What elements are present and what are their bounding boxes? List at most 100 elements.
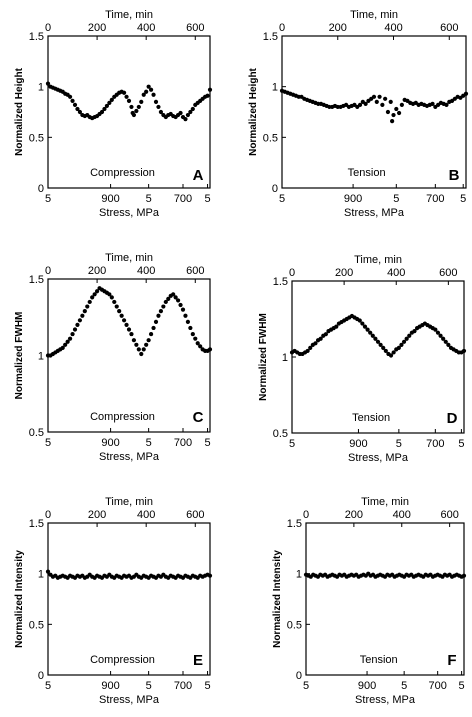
data-point (129, 331, 134, 337)
plot-frame (47, 278, 211, 433)
data-point (305, 348, 310, 354)
bottom-axis-title: Stress, MPa (99, 694, 160, 706)
data-point (139, 351, 144, 357)
data-point (362, 324, 368, 329)
data-point (207, 87, 213, 92)
y-tick-label: 0 (38, 670, 44, 682)
top-tick-label: 600 (186, 265, 204, 277)
data-point (190, 106, 195, 112)
data-point (207, 573, 213, 578)
data-point (153, 319, 159, 324)
bottom-tick-label: 700 (174, 680, 192, 692)
data-point (313, 341, 318, 346)
bottom-tick-label: 5 (204, 193, 210, 205)
condition-label: Tension (348, 167, 386, 179)
data-point (198, 344, 203, 349)
data-point (323, 332, 328, 337)
data-point (75, 106, 80, 112)
data-point (148, 331, 154, 337)
data-point (365, 327, 370, 332)
data-point (144, 342, 149, 347)
data-point (368, 330, 373, 335)
bottom-tick-label: 5 (460, 193, 466, 205)
data-point (441, 336, 446, 341)
data-point (388, 353, 394, 358)
data-point (141, 347, 146, 352)
data-point (146, 84, 151, 89)
y-axis-title: Normalized Height (14, 67, 25, 155)
top-tick-label: 400 (137, 265, 155, 277)
data-point (158, 309, 164, 314)
data-point (390, 119, 395, 124)
data-point (45, 569, 51, 574)
data-point (171, 292, 176, 297)
data-point (126, 98, 132, 103)
bottom-tick-label: 5 (146, 437, 152, 449)
data-point (70, 98, 75, 103)
y-tick-label: 1 (272, 82, 278, 94)
bottom-axis-title: Stress, MPa (348, 452, 409, 464)
data-point (77, 318, 83, 323)
y-tick-label: 1.5 (29, 518, 44, 530)
top-axis-title: Time, min (354, 254, 402, 266)
data-point (112, 299, 117, 305)
top-axis-title: Time, min (105, 496, 153, 508)
data-point (380, 102, 385, 108)
data-point (446, 342, 451, 347)
data-point (205, 93, 210, 98)
bottom-tick-label: 5 (459, 680, 465, 692)
bottom-tick-label: 5 (396, 438, 402, 450)
bottom-tick-label: 5 (204, 437, 210, 449)
top-tick-label: 600 (186, 509, 204, 521)
data-point (383, 96, 388, 101)
data-point (121, 318, 127, 323)
data-point (461, 348, 467, 354)
data-point (371, 94, 377, 99)
data-point (109, 295, 114, 300)
data-point (156, 313, 161, 318)
data-point (156, 104, 161, 110)
data-point (146, 338, 151, 343)
bottom-axis-title: Stress, MPa (344, 207, 405, 219)
bottom-tick-label: 700 (426, 193, 444, 205)
data-point (185, 112, 191, 118)
panel-letter: C (193, 409, 204, 426)
top-tick-label: 600 (440, 509, 458, 521)
data-point (107, 100, 112, 105)
bottom-tick-label: 900 (101, 193, 119, 205)
bottom-tick-label: 900 (349, 438, 367, 450)
data-point (407, 333, 412, 338)
panel-d: 0.5 1 1.50 200 400 600 Time, min 5 900 5 700 5 Stres… (258, 254, 467, 464)
data-point (404, 336, 409, 341)
bottom-tick-label: 700 (174, 437, 192, 449)
data-point (153, 99, 159, 104)
y-axis-title: Normalized Height (248, 67, 259, 155)
data-point (391, 350, 396, 355)
data-point (139, 99, 144, 104)
top-tick-label: 0 (303, 509, 309, 521)
data-point (195, 341, 200, 346)
bottom-axis-title: Stress, MPa (99, 207, 160, 219)
data-point (399, 102, 404, 108)
data-point (119, 313, 124, 318)
data-point (85, 304, 90, 309)
y-tick-label: 1.5 (29, 31, 44, 43)
y-tick-label: 1 (296, 569, 302, 581)
condition-label: Tension (360, 654, 398, 666)
data-point (388, 99, 393, 104)
top-axis-title: Time, min (361, 496, 409, 508)
data-point (357, 318, 362, 323)
data-point (102, 106, 107, 112)
y-tick-label: 1.5 (29, 274, 44, 286)
data-point (360, 321, 365, 326)
data-point (136, 104, 141, 110)
plot-frame (305, 522, 465, 676)
data-point (308, 345, 313, 350)
data-point (207, 347, 213, 352)
data-point (90, 295, 95, 300)
data-point (183, 313, 188, 318)
top-tick-label: 0 (45, 22, 51, 34)
data-point (178, 302, 183, 308)
bottom-tick-label: 900 (358, 680, 376, 692)
